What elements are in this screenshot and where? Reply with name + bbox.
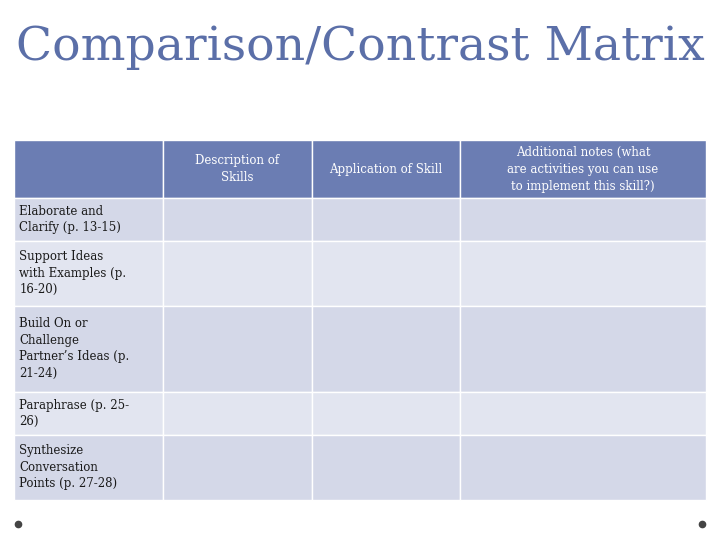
Bar <box>14 306 163 392</box>
Text: Support Ideas
with Examples (p.
16-20): Support Ideas with Examples (p. 16-20) <box>19 250 127 296</box>
Bar <box>163 306 312 392</box>
Text: Build On or
Challenge
Partner’s Ideas (p.
21-24): Build On or Challenge Partner’s Ideas (p… <box>19 318 130 380</box>
Bar <box>14 435 163 500</box>
Bar <box>312 241 460 306</box>
Bar <box>163 392 312 435</box>
Bar <box>14 241 163 306</box>
Bar <box>460 140 706 198</box>
Bar <box>312 140 460 198</box>
Text: Additional notes (what
are activities you can use
to implement this skill?): Additional notes (what are activities yo… <box>508 146 659 193</box>
Bar <box>312 392 460 435</box>
Bar <box>460 392 706 435</box>
Bar <box>14 392 163 435</box>
Bar <box>312 435 460 500</box>
Bar <box>163 435 312 500</box>
Bar <box>163 241 312 306</box>
Bar <box>312 306 460 392</box>
Bar <box>14 140 163 198</box>
Text: Description of
Skills: Description of Skills <box>195 154 279 184</box>
Text: Comparison/Contrast Matrix: Comparison/Contrast Matrix <box>16 24 704 70</box>
Bar <box>163 140 312 198</box>
Bar <box>14 198 163 241</box>
Bar <box>460 198 706 241</box>
Bar <box>460 435 706 500</box>
Bar <box>460 306 706 392</box>
Text: Application of Skill: Application of Skill <box>329 163 443 176</box>
Text: Synthesize
Conversation
Points (p. 27-28): Synthesize Conversation Points (p. 27-28… <box>19 444 117 490</box>
Bar <box>460 241 706 306</box>
Bar <box>163 198 312 241</box>
Text: Paraphrase (p. 25-
26): Paraphrase (p. 25- 26) <box>19 399 130 428</box>
Text: Elaborate and
Clarify (p. 13-15): Elaborate and Clarify (p. 13-15) <box>19 205 121 234</box>
Bar <box>312 198 460 241</box>
